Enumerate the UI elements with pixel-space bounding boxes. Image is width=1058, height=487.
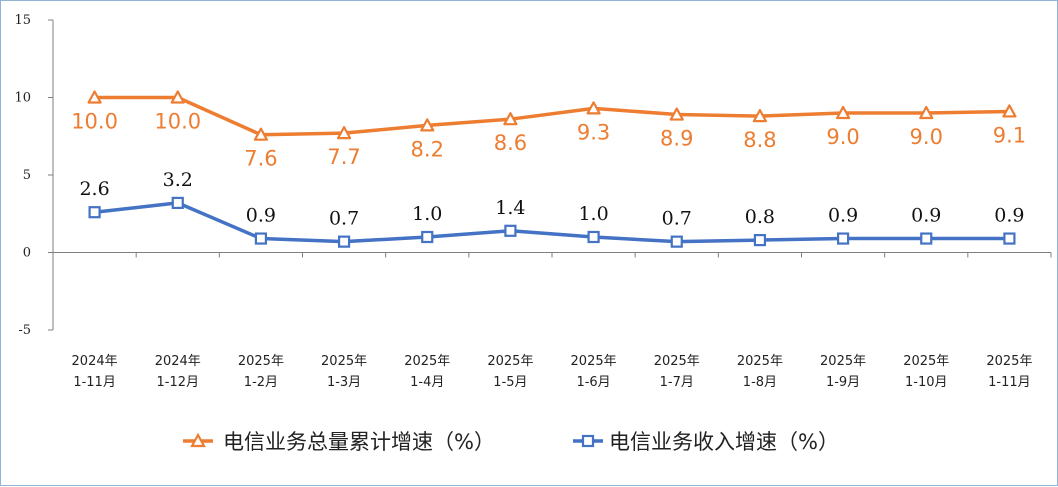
legend-label: 电信业务收入增速（%）: [609, 430, 839, 454]
triangle-marker: [919, 105, 934, 120]
triangle-marker: [420, 118, 435, 132]
x-tick-label: 1-10月: [905, 375, 948, 390]
y-tick-label: 0: [23, 246, 31, 261]
data-label-revenue: 3.2: [163, 169, 193, 191]
data-label-revenue: 0.9: [246, 205, 276, 227]
triangle-marker: [586, 101, 601, 115]
data-label-revenue: 1.4: [495, 197, 525, 219]
square-marker: [1003, 232, 1016, 245]
square-marker: [836, 232, 850, 245]
x-tick-label: 1-11月: [988, 375, 1031, 390]
square-marker: [254, 232, 268, 245]
square-marker: [587, 230, 600, 244]
x-tick-label: 1-12月: [156, 375, 199, 390]
triangle-marker: [336, 126, 352, 140]
x-tick-label: 2024年: [155, 354, 201, 369]
data-label-total: 7.6: [244, 147, 277, 171]
x-tick-label: 1-5月: [493, 375, 527, 390]
data-label-revenue: 0.8: [745, 206, 775, 228]
x-tick-label: 1-9月: [826, 375, 860, 390]
square-marker: [504, 224, 517, 237]
data-label-total: 9.0: [910, 125, 943, 149]
data-label-total: 9.3: [577, 120, 610, 144]
y-tick-label: 5: [23, 168, 31, 183]
data-label-total: 9.0: [826, 125, 859, 149]
data-label-total: 10.0: [154, 110, 201, 134]
data-label-total: 8.8: [743, 128, 776, 152]
x-tick-label: 1-11月: [73, 375, 116, 390]
x-tick-label: 1-8月: [743, 375, 777, 390]
x-tick-label: 2025年: [654, 354, 700, 369]
triangle-marker: [253, 127, 269, 141]
legend-label: 电信业务总量累计增速（%）: [223, 430, 495, 454]
data-label-total: 7.7: [327, 145, 360, 169]
triangle-marker: [669, 107, 684, 121]
x-tick-label: 2025年: [903, 354, 949, 369]
data-label-total: 8.9: [660, 127, 693, 151]
x-tick-label: 1-6月: [576, 375, 610, 390]
legend-triangle-icon: [190, 432, 206, 448]
data-label-total: 8.6: [494, 131, 527, 155]
x-tick-label: 2025年: [238, 354, 284, 369]
square-marker: [920, 232, 933, 245]
data-label-revenue: 0.9: [828, 205, 858, 227]
data-label-revenue: 0.7: [662, 208, 692, 230]
square-marker: [337, 235, 351, 248]
data-label-total: 9.1: [993, 123, 1026, 147]
triangle-marker: [1002, 104, 1017, 118]
data-label-revenue: 0.9: [911, 205, 941, 227]
x-tick-label: 1-2月: [244, 375, 278, 390]
x-tick-label: 2025年: [487, 354, 533, 369]
legend-square-icon: [581, 434, 595, 448]
square-marker: [421, 230, 434, 244]
series-line-2: [94, 201, 1010, 244]
x-tick-label: 2025年: [404, 354, 450, 369]
y-tick-label: -5: [18, 323, 31, 338]
x-tick-label: 2025年: [737, 354, 783, 369]
data-label-revenue: 2.6: [79, 178, 109, 200]
x-tick-label: 1-3月: [327, 375, 361, 390]
triangle-marker: [835, 105, 851, 120]
x-tick-label: 1-7月: [660, 375, 694, 390]
square-marker: [753, 234, 767, 247]
x-tick-label: 2025年: [820, 354, 866, 369]
triangle-marker: [752, 108, 768, 123]
x-tick-label: 2025年: [321, 354, 367, 369]
triangle-marker: [87, 90, 102, 104]
y-tick-label: 15: [14, 13, 31, 28]
triangle-marker: [170, 90, 185, 104]
data-label-revenue: 1.0: [412, 203, 442, 225]
square-marker: [88, 206, 101, 219]
data-label-total: 10.0: [71, 110, 118, 134]
y-tick-label: 10: [14, 91, 31, 106]
x-tick-label: 2025年: [571, 354, 617, 369]
square-marker: [171, 196, 184, 209]
series-line-1: [94, 95, 1010, 137]
data-label-revenue: 0.9: [994, 205, 1024, 227]
data-label-revenue: 0.7: [329, 208, 359, 230]
square-marker: [670, 235, 683, 248]
triangle-marker: [503, 112, 518, 126]
x-tick-label: 1-4月: [410, 375, 444, 390]
data-label-total: 8.2: [411, 137, 444, 161]
x-tick-label: 2025年: [986, 354, 1032, 369]
data-label-revenue: 1.0: [578, 203, 608, 225]
x-tick-label: 2024年: [72, 354, 118, 369]
